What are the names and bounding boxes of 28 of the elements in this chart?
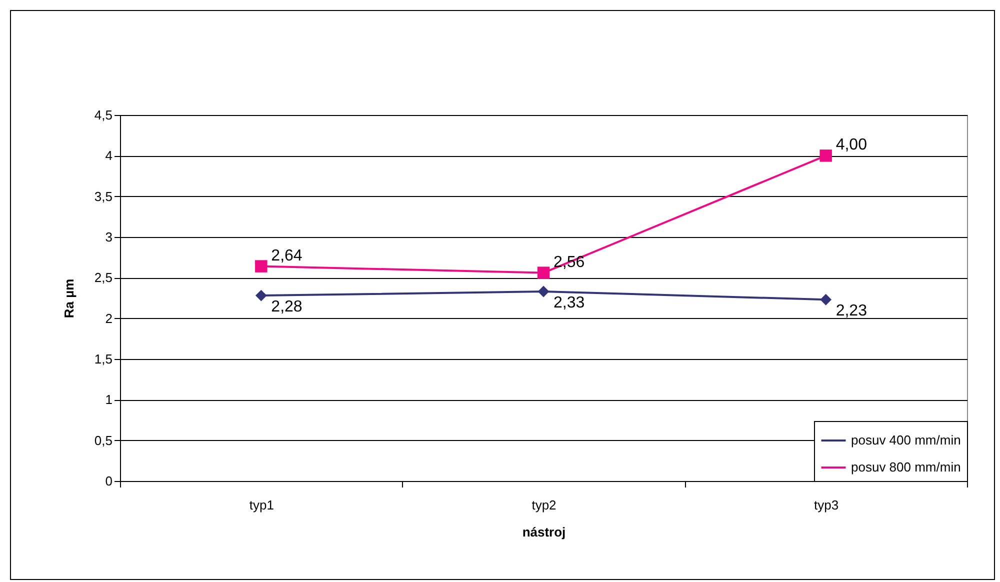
point xyxy=(820,294,832,306)
legend-label: posuv 800 mm/min xyxy=(851,460,961,474)
y-tick-label: 3,5 xyxy=(94,188,112,204)
point xyxy=(538,286,550,298)
y-tick-label: 1,5 xyxy=(94,352,112,366)
point xyxy=(255,260,268,272)
point xyxy=(820,150,832,162)
data-label: 2,23 xyxy=(836,302,868,320)
y-tick-label: 0 xyxy=(105,474,112,488)
x-axis-title: nástroj xyxy=(522,524,566,540)
y-tick-label: 4,5 xyxy=(94,108,112,122)
y-tick-label: 4 xyxy=(105,148,112,164)
point xyxy=(255,290,267,302)
y-tick-label: 0,5 xyxy=(94,432,112,448)
data-label: 2,64 xyxy=(271,247,302,264)
data-label: 2,28 xyxy=(271,298,302,316)
y-axis-title: Ra µm xyxy=(61,278,76,318)
legend-label: posuv 400 mm/min xyxy=(851,432,961,448)
point xyxy=(537,266,550,279)
y-tick-label: 2 xyxy=(105,310,112,326)
x-tick-label: typ1 xyxy=(249,498,274,512)
y-tick-label: 1 xyxy=(105,392,112,408)
x-tick-label: typ2 xyxy=(532,498,556,512)
y-tick-label: 2,5 xyxy=(94,270,112,286)
data-label: 4,00 xyxy=(836,136,868,154)
data-label: 2,33 xyxy=(554,294,585,312)
x-tick-label: typ3 xyxy=(814,498,839,512)
y-tick-label: 3 xyxy=(105,230,112,244)
